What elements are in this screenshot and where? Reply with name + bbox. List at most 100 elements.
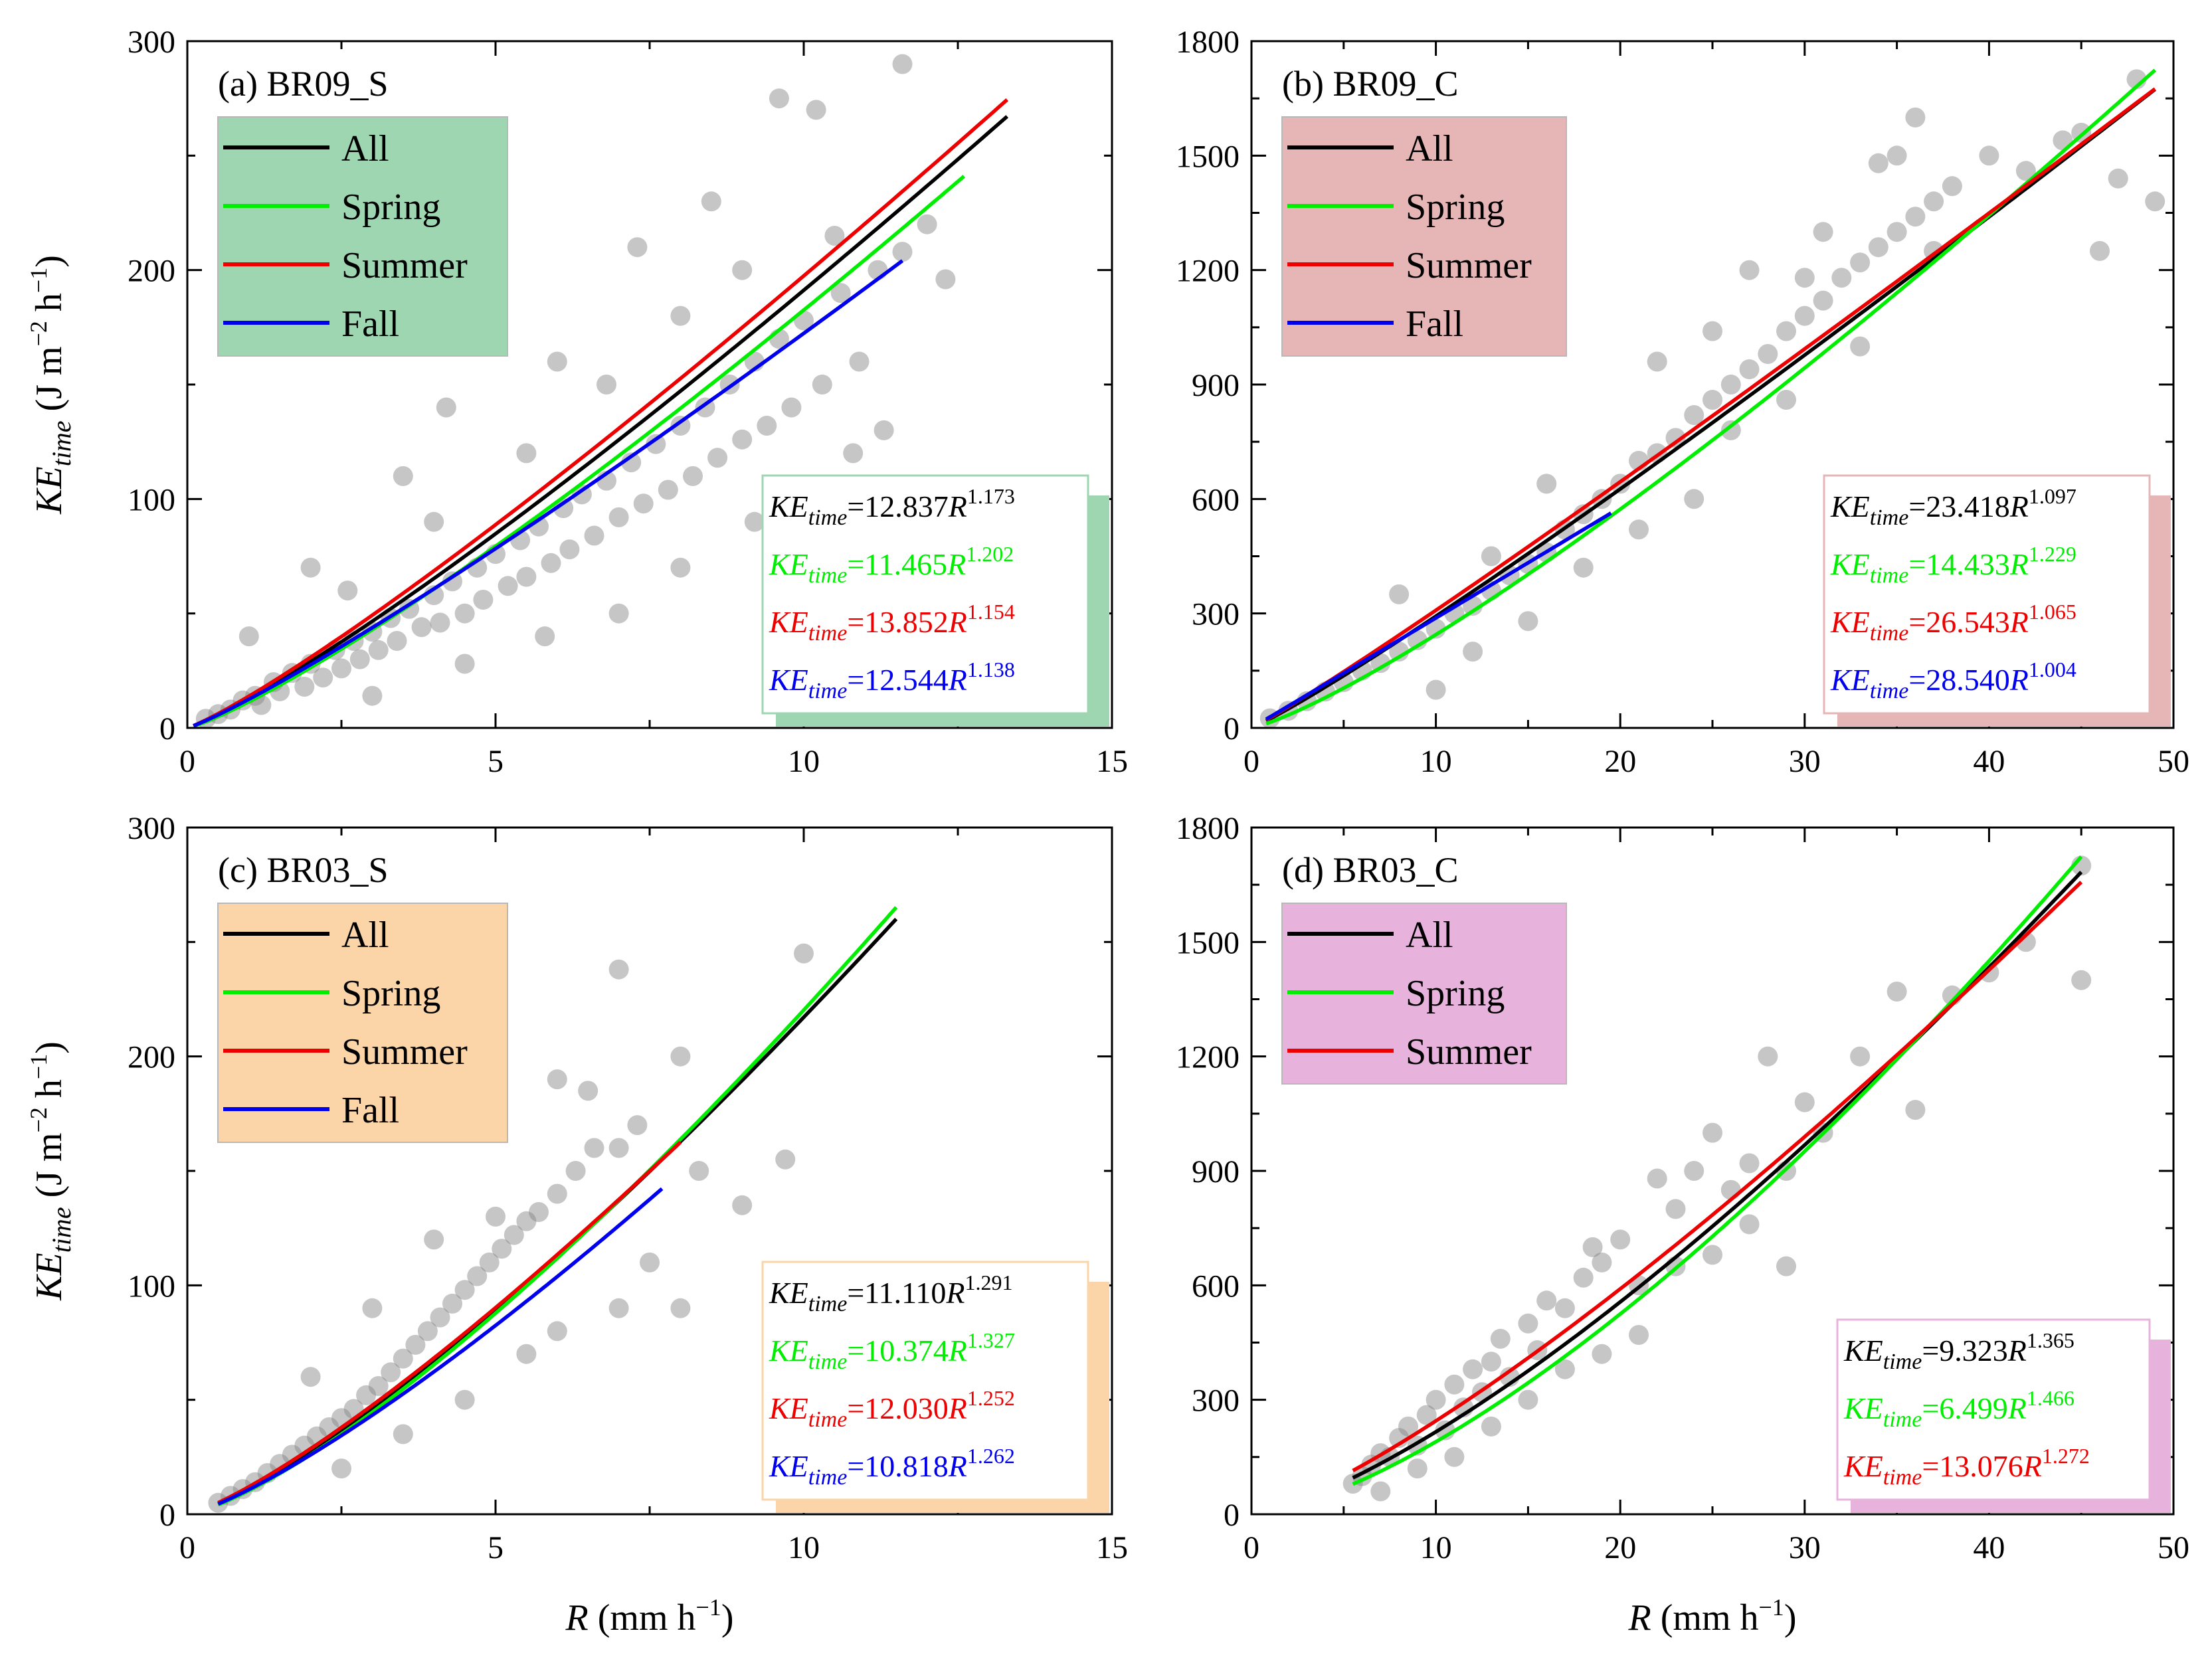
scatter-point	[1887, 145, 1907, 166]
legend-label: All	[1406, 915, 1453, 956]
x-tick-label: 5	[488, 744, 504, 779]
r-symbol: R	[2023, 1449, 2042, 1483]
scatter-point	[1481, 1416, 1501, 1437]
equals-sign: =	[1922, 1334, 1939, 1367]
ke-symbol: KE	[769, 1276, 808, 1310]
scatter-point	[670, 1298, 691, 1318]
exponent: 1.252	[967, 1386, 1015, 1410]
scatter-point	[1739, 1214, 1760, 1235]
fit-line-summer	[193, 98, 1009, 728]
unit-exp: −1	[1759, 1594, 1784, 1621]
scatter-point	[1905, 1100, 1926, 1120]
r-symbol: R	[948, 489, 967, 523]
legend-label: All	[341, 915, 389, 956]
unit-open: (mm h	[589, 1597, 696, 1638]
fit-line-all	[193, 115, 1009, 728]
y-tick-label: 900	[1192, 368, 1240, 403]
scatter-point	[584, 1138, 604, 1158]
scatter-point	[331, 658, 351, 679]
panel-3: 0 5 10 15 0 100 200 300 (c) BR03_S All Spring Summe…	[25, 811, 1128, 1638]
scatter-point	[1629, 1325, 1649, 1345]
scatter-point	[1389, 642, 1410, 662]
scatter-point	[849, 351, 870, 372]
scatter-point	[492, 1239, 512, 1259]
equals-sign: =	[1908, 663, 1926, 697]
unit-open: (J m	[29, 346, 70, 420]
scatter-point	[547, 1321, 567, 1342]
scatter-point	[1905, 207, 1926, 227]
scatter-point	[1684, 405, 1705, 425]
x-tick-label: 50	[2158, 744, 2189, 779]
y-tick-label: 900	[1192, 1154, 1240, 1189]
scatter-point	[393, 1424, 413, 1445]
y-tick-label: 300	[1192, 1383, 1240, 1419]
scatter-point	[874, 420, 894, 440]
y-tick-label: 300	[128, 25, 175, 60]
scatter-point	[454, 603, 475, 624]
unit-close: )	[29, 1041, 70, 1054]
scatter-point	[1776, 321, 1796, 341]
equation-box-frame	[1836, 1318, 2151, 1501]
equation-all: KEtime=12.837R1.173	[769, 484, 1015, 530]
exponent: 1.327	[967, 1328, 1015, 1352]
scatter-point	[1481, 1352, 1501, 1372]
scatter-point	[670, 557, 691, 578]
ke-symbol: KE	[1843, 1334, 1883, 1367]
scatter-point	[331, 1458, 351, 1479]
scatter-point	[2145, 191, 2166, 212]
ke-subscript: time	[1870, 621, 1909, 646]
scatter-point	[892, 54, 913, 74]
r-symbol: R	[2009, 663, 2029, 697]
x-tick-label: 40	[1973, 1530, 2005, 1565]
scatter-point	[608, 1138, 629, 1158]
scatter-point	[467, 1266, 488, 1286]
scatter-point	[608, 1298, 629, 1318]
coefficient: 14.433	[1926, 547, 2010, 581]
scatter-point	[368, 640, 389, 660]
scatter-point	[479, 1252, 500, 1272]
ke-symbol: KE	[1830, 489, 1870, 523]
panel-title: (d) BR03_C	[1282, 850, 1459, 890]
scatter-point	[1776, 1256, 1796, 1276]
scatter-point	[547, 1069, 567, 1090]
scatter-point	[516, 1344, 537, 1364]
scatter-point	[1444, 1374, 1465, 1395]
scatter-point	[430, 612, 450, 633]
y-tick-label: 1500	[1176, 139, 1240, 174]
equation-box-frame	[761, 1261, 1089, 1501]
exponent: 1.291	[965, 1271, 1012, 1294]
unit-close: )	[721, 1597, 734, 1638]
scatter-point	[769, 88, 789, 109]
ke-subscript: time	[1883, 1350, 1922, 1374]
unit-exp: −1	[25, 268, 52, 293]
scatter-point	[535, 626, 555, 647]
scatter-point	[393, 1348, 413, 1369]
x-tick-label: 5	[488, 1530, 504, 1565]
scatter-point	[1573, 1267, 1594, 1288]
scatter-point	[405, 1334, 426, 1355]
unit-open: (mm h	[1651, 1597, 1759, 1638]
legend-label: Spring	[1406, 187, 1505, 228]
equals-sign: =	[847, 1449, 864, 1483]
legend: All Spring Summer	[1281, 903, 1567, 1085]
y-tick-label: 1800	[1176, 25, 1240, 60]
scatter-point	[683, 466, 703, 486]
equals-sign: =	[1922, 1391, 1939, 1425]
scatter-point	[504, 1225, 524, 1245]
unit-mid: h	[29, 1079, 70, 1107]
equation-fall: KEtime=12.544R1.138	[769, 658, 1015, 703]
scatter-point	[935, 269, 956, 290]
panel-4: 0 10 20 30 40 50 0 300 600 900 1200 1500 1800 (d) BR0…	[1176, 811, 2189, 1638]
scatter-point	[393, 466, 413, 486]
fit-line-fall	[193, 259, 904, 728]
legend-label: Fall	[1406, 304, 1463, 345]
x-tick-label: 30	[1789, 1530, 1821, 1565]
scatter-point	[2090, 240, 2110, 261]
x-axis-title: R (mm h−1)	[565, 1594, 734, 1638]
equals-sign: =	[847, 1276, 864, 1310]
exponent: 1.202	[966, 542, 1014, 566]
ke-subscript: time	[1883, 1407, 1922, 1432]
scatter-point	[627, 1115, 648, 1136]
plot-area	[208, 906, 898, 1513]
equation-all: KEtime=11.110R1.291	[769, 1271, 1012, 1316]
